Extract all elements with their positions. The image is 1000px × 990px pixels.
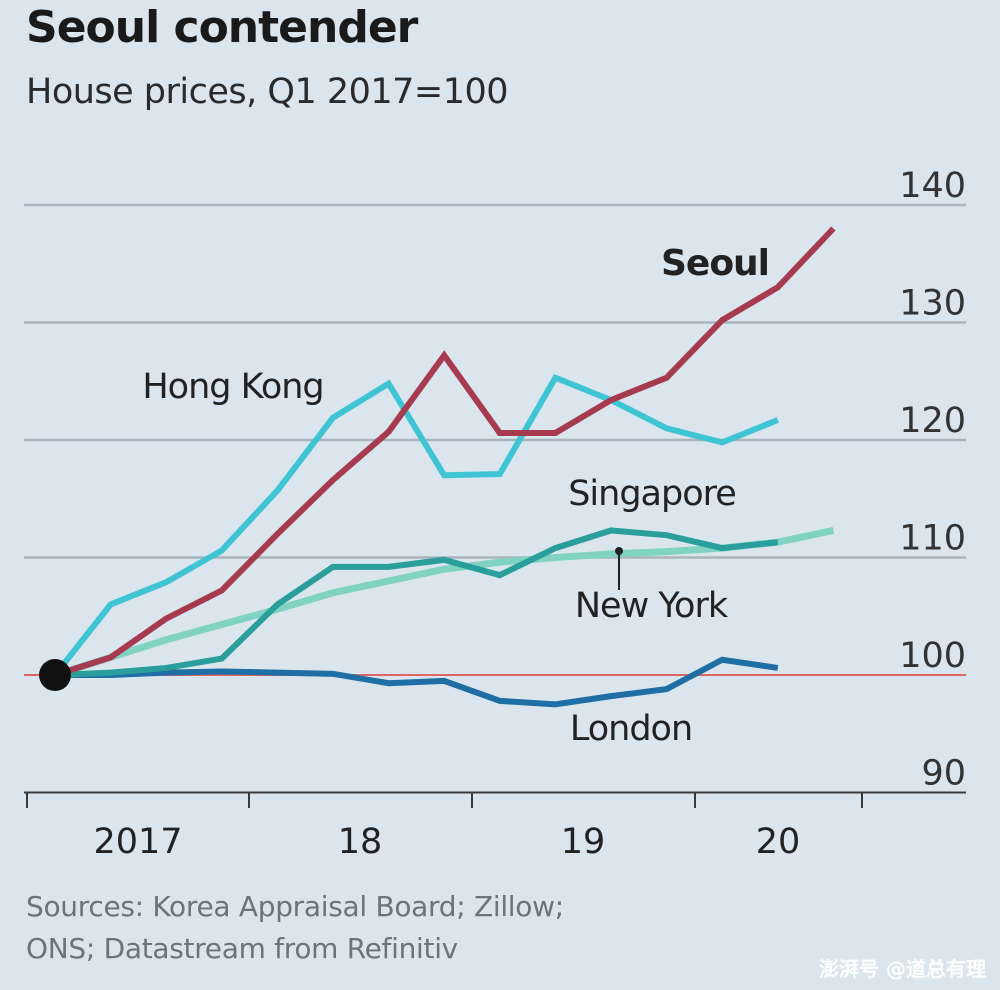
x-tick-label: 19 [561, 822, 606, 862]
series-line-new-york [53, 527, 835, 679]
chart-title: Seoul contender [26, 2, 418, 53]
series-line-london [55, 656, 779, 708]
series-line-seoul [54, 226, 836, 678]
y-tick-label: 90 [921, 754, 966, 794]
x-tick-label: 20 [756, 822, 801, 862]
series-label-seoul: Seoul [661, 243, 769, 284]
new-york-leader-dot [615, 547, 623, 555]
y-tick-label: 100 [899, 636, 966, 676]
series-line-singapore [54, 527, 779, 678]
x-tick-label: 18 [338, 822, 383, 862]
start-point-marker [39, 659, 71, 691]
series-line-hong-kong [52, 373, 779, 677]
x-tick-label: 2017 [93, 822, 182, 862]
series-label-hong-kong: Hong Kong [142, 367, 323, 407]
y-tick-label: 140 [899, 166, 966, 206]
watermark: 澎湃号 @道总有理 [819, 957, 986, 981]
source-line-1: Sources: Korea Appraisal Board; Zillow; [26, 890, 564, 923]
line-chart: 90 100 110 120 130 140 2017 18 19 20 Seoul Hong Kon… [24, 166, 966, 862]
y-tick-label: 130 [899, 284, 966, 324]
series-label-new-york: New York [575, 586, 729, 626]
series-label-singapore: Singapore [568, 474, 736, 514]
source-line-2: ONS; Datastream from Refinitiv [26, 932, 458, 965]
series-label-london: London [570, 709, 692, 749]
y-tick-label: 110 [899, 519, 966, 559]
y-tick-label: 120 [899, 401, 966, 441]
chart-subtitle: House prices, Q1 2017=100 [26, 72, 509, 112]
